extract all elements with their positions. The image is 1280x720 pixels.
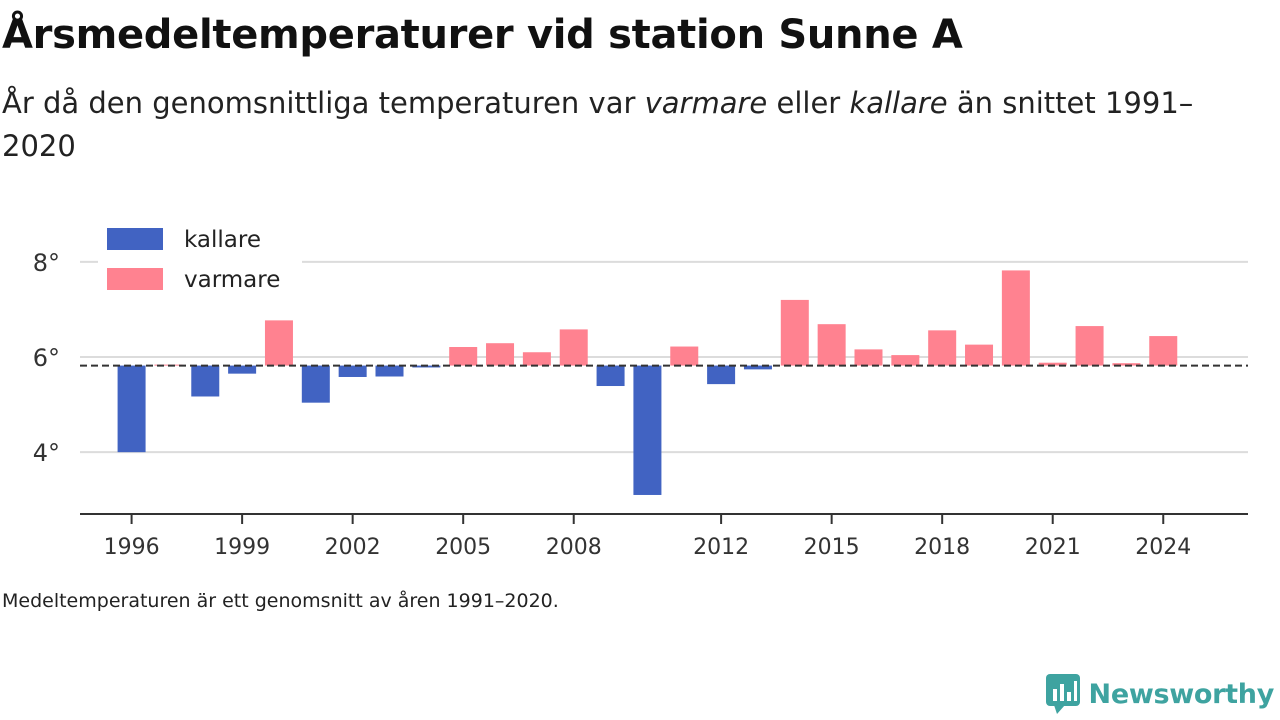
bar-varmare bbox=[928, 330, 957, 366]
x-tick-label: 2002 bbox=[325, 535, 381, 560]
bar-varmare bbox=[449, 347, 478, 366]
bar-kallare bbox=[301, 365, 330, 403]
bar-kallare bbox=[338, 365, 367, 377]
bar-varmare bbox=[486, 343, 515, 366]
bar-varmare bbox=[1038, 362, 1067, 366]
brand-logo: Newsworthy bbox=[1045, 672, 1274, 716]
bar-kallare bbox=[743, 365, 772, 370]
bar-varmare bbox=[1001, 270, 1030, 366]
bar-varmare bbox=[780, 299, 809, 366]
bar-kallare bbox=[117, 365, 146, 453]
bar-varmare bbox=[1149, 336, 1178, 366]
x-tick-label: 2012 bbox=[693, 535, 749, 560]
bar-varmare bbox=[522, 352, 551, 366]
bar-varmare bbox=[891, 355, 920, 366]
bar-varmare bbox=[854, 349, 883, 366]
subtitle-text-1: År då den genomsnittliga temperaturen va… bbox=[2, 86, 645, 120]
bar-kallare bbox=[707, 365, 736, 385]
subtitle-warm-word: varmare bbox=[644, 86, 768, 120]
subtitle-cold-word: kallare bbox=[849, 86, 948, 120]
bar-varmare bbox=[670, 346, 699, 366]
bar-varmare bbox=[559, 329, 588, 366]
bar-varmare bbox=[1075, 326, 1104, 366]
bar-kallare bbox=[596, 365, 625, 387]
legend-label-varmare: varmare bbox=[184, 267, 280, 293]
y-tick-label: 4° bbox=[33, 439, 60, 467]
bar-varmare bbox=[817, 324, 846, 366]
subtitle-text-2: eller bbox=[767, 86, 850, 120]
x-tick-label: 2008 bbox=[546, 535, 602, 560]
temperature-bar-chart: 4° 6° 8° 1996 1999 2002 2005 2008 2012 2015 2018 20… bbox=[33, 218, 1248, 560]
legend-swatch-varmare bbox=[107, 268, 163, 290]
footnote: Medeltemperaturen är ett genomsnitt av å… bbox=[2, 590, 559, 612]
bar-kallare bbox=[191, 365, 220, 397]
legend-swatch-kallare bbox=[107, 228, 163, 250]
bar-varmare bbox=[1112, 363, 1141, 366]
bar-kallare bbox=[375, 365, 404, 377]
x-tick-label: 2015 bbox=[804, 535, 860, 560]
brand-name: Newsworthy bbox=[1088, 678, 1275, 710]
bar-kallare bbox=[633, 365, 662, 495]
newsworthy-chart-bubble-icon bbox=[1045, 674, 1080, 714]
bar-kallare bbox=[228, 365, 257, 374]
x-tick-label: 2018 bbox=[914, 535, 970, 560]
x-tick-label: 1996 bbox=[104, 535, 160, 560]
subtitle-text-3: än snittet 1991–2020 bbox=[2, 86, 1194, 163]
x-tick-label: 2005 bbox=[435, 535, 491, 560]
chart-title: Årsmedeltemperaturer vid station Sunne A bbox=[2, 12, 963, 58]
x-tick-label: 2024 bbox=[1135, 535, 1191, 560]
bar-varmare bbox=[965, 344, 994, 366]
x-tick-label: 2021 bbox=[1025, 535, 1081, 560]
bar-varmare bbox=[264, 320, 293, 366]
y-tick-label: 8° bbox=[33, 249, 60, 277]
legend-label-kallare: kallare bbox=[184, 227, 261, 253]
x-tick-label: 1999 bbox=[214, 535, 270, 560]
y-tick-label: 6° bbox=[33, 344, 60, 372]
chart-subtitle: År då den genomsnittliga temperaturen va… bbox=[2, 82, 1202, 168]
